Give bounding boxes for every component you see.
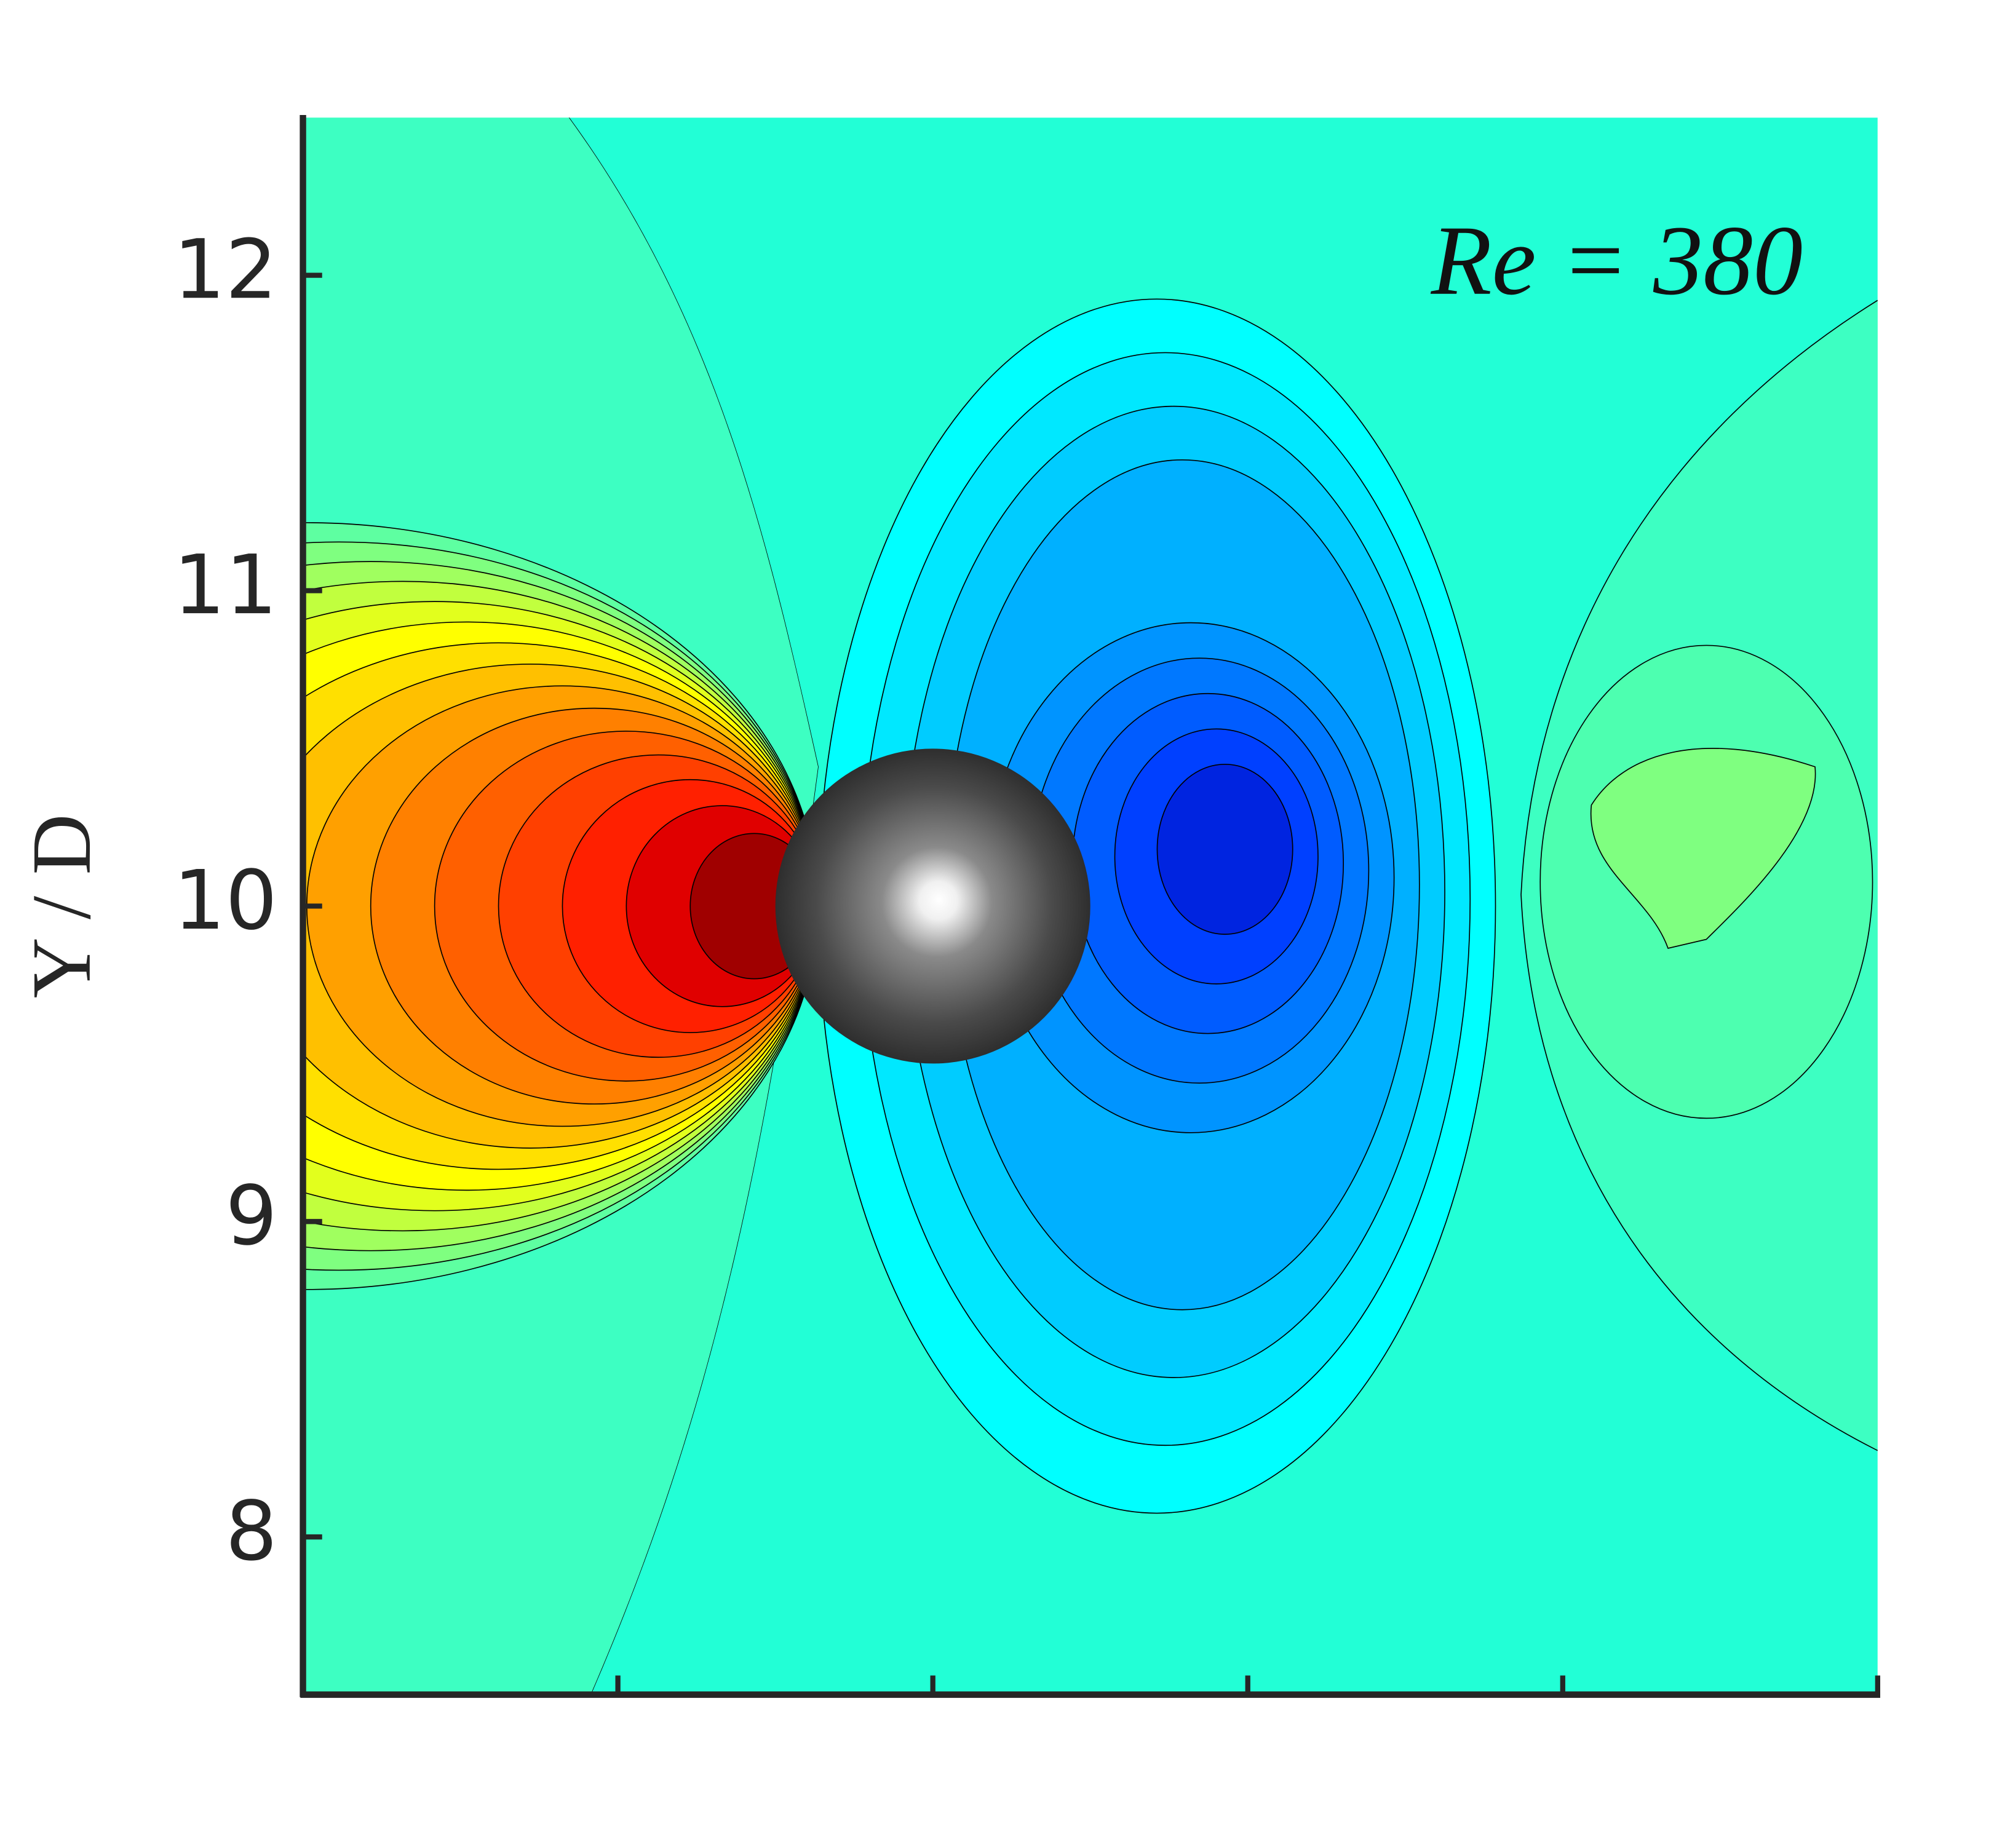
y-tick-label: 12: [173, 223, 277, 317]
y-tick-label: 11: [173, 538, 277, 633]
contour-field: [303, 117, 1878, 1695]
y-tick-label: 8: [225, 1485, 277, 1579]
sphere: [775, 748, 1090, 1064]
contour-level: [1156, 764, 1293, 935]
contour-level: [1590, 748, 1816, 949]
y-tick-label: 9: [225, 1169, 277, 1264]
annotation: Re = 380: [1431, 206, 1803, 316]
y-axis-label: Y / D: [15, 814, 108, 999]
y-tick-label: 10: [173, 854, 277, 948]
